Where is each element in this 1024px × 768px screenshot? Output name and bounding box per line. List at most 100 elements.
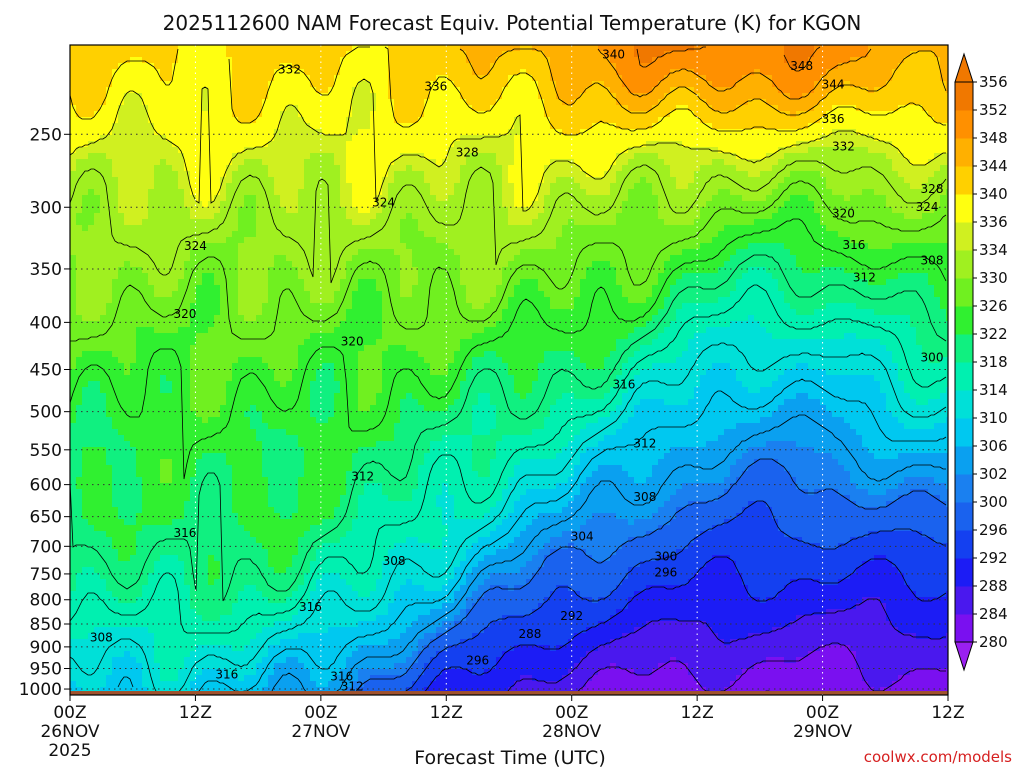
field-cell-2345 [196,381,203,388]
field-cell-3065 [238,123,245,130]
field-cell-1133 [130,303,137,310]
field-cell-3637 [268,285,275,292]
field-cell-887 [118,135,125,142]
field-cell-594 [100,339,107,346]
field-cell-2112 [184,291,191,298]
field-cell-478 [94,297,101,304]
field-cell-1379 [142,471,149,478]
field-cell-200 [76,591,83,598]
field-cell-1107 [130,147,137,154]
field-cell-4655 [322,507,329,514]
field-cell-4269 [304,153,311,160]
field-cell-2729 [220,69,227,76]
field-cell-684 [106,225,113,232]
field-cell-2152 [184,531,191,538]
field-cell-2594 [208,567,215,574]
field-cell-4622 [322,309,329,316]
field-cell-4802 [334,81,341,88]
field-cell-1406 [142,633,149,640]
field-cell-4131 [292,633,299,640]
field-cell-3059 [238,87,245,94]
field-cell-1616 [154,585,161,592]
field-cell-3232 [244,471,251,478]
field-cell-532 [94,621,101,628]
field-cell-1118 [130,213,137,220]
field-cell-4925 [340,165,347,172]
field-cell-1516 [148,639,155,646]
field-cell-2495 [202,627,209,634]
field-cell-168 [76,399,83,406]
field-cell-4811 [334,135,341,142]
field-cell-1334 [142,201,149,208]
field-cell-3420 [256,291,263,298]
field-cell-1664 [160,219,167,226]
field-cell-3880 [280,435,287,442]
field-cell-4060 [292,207,299,214]
field-cell-2872 [226,273,233,280]
field-cell-269 [82,351,89,358]
field-cell-2143 [184,477,191,484]
field-cell-3030 [232,567,239,574]
field-cell-1505 [148,573,155,580]
field-cell-4799 [334,63,341,70]
field-cell-1013 [124,237,131,244]
field-cell-3295 [250,195,257,202]
field-cell-2514 [208,87,215,94]
field-cell-3460 [256,531,263,538]
field-cell-4099 [292,441,299,448]
field-cell-1371 [142,423,149,430]
field-cell-2327 [196,273,203,280]
field-cell-3093 [238,291,245,298]
field-cell-4435 [310,495,317,502]
field-cell-4360 [310,45,317,52]
field-cell-34 [70,249,77,256]
field-cell-4307 [304,381,311,388]
field-cell-1237 [136,273,143,280]
field-cell-4345 [304,609,311,616]
field-cell-937 [118,435,125,442]
field-cell-4589 [322,111,329,118]
field-cell-1648 [160,123,167,130]
field-cell-1138 [130,333,137,340]
field-cell-3435 [256,381,263,388]
field-cell-3139 [238,567,245,574]
field-cell-3552 [262,429,269,436]
field-cell-4180 [298,273,305,280]
field-cell-1343 [142,255,149,262]
field-cell-2925 [226,591,233,598]
field-cell-4376 [310,141,317,148]
field-cell-4 [70,69,77,76]
field-cell-3915 [280,645,287,652]
field-cell-3398 [256,159,263,166]
field-cell-3475 [256,621,263,628]
field-cell-4165 [298,183,305,190]
field-cell-466 [94,225,101,232]
field-cell-201 [76,597,83,604]
field-cell-4292 [304,291,311,298]
field-cell-4005 [286,531,293,538]
field-cell-2552 [208,315,215,322]
field-cell-1599 [154,483,161,490]
field-cell-1356 [142,333,149,340]
field-cell-2888 [226,369,233,376]
field-cell-4716 [328,219,335,226]
field-cell-4586 [322,93,329,100]
field-cell-784 [112,171,119,178]
field-cell-69 [70,459,77,466]
field-cell-1546 [154,165,161,172]
field-cell-4310 [304,399,311,406]
field-cell-3950 [286,201,293,208]
field-cell-2214 [190,249,197,256]
field-cell-1492 [148,495,155,502]
field-cell-243 [82,195,89,202]
field-cell-1117 [130,207,137,214]
field-cell-280 [82,417,89,424]
field-cell-3698 [268,651,275,658]
field-cell-985 [124,69,131,76]
field-cell-3543 [262,375,269,382]
field-cell-3733 [274,207,281,214]
field-cell-3992 [286,453,293,460]
field-cell-2668 [214,357,221,364]
field-cell-3495 [262,87,269,94]
field-cell-1704 [160,459,167,466]
